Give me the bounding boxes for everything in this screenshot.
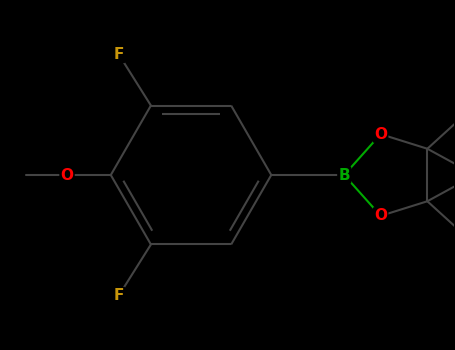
Text: O: O (374, 127, 387, 142)
Text: B: B (339, 168, 350, 182)
Text: F: F (114, 47, 124, 62)
Text: O: O (374, 208, 387, 223)
Text: O: O (61, 168, 74, 182)
Text: F: F (114, 288, 124, 303)
